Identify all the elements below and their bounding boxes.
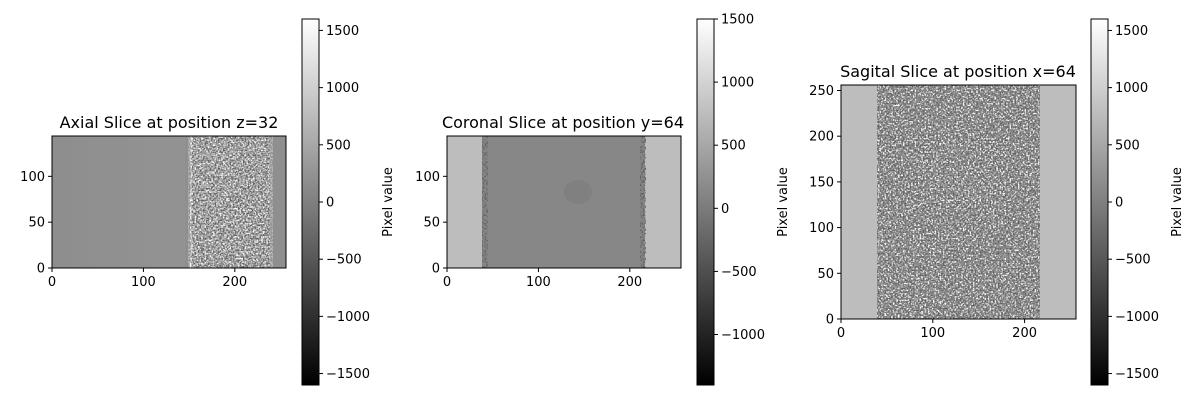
coronal-panel: Coronal Slice at position y=64 0 100 200 0… — [415, 113, 684, 290]
x-tick-label: 200 — [222, 275, 247, 290]
axial-y-axis: 0 50 100 — [20, 170, 52, 277]
sagital-frame — [840, 84, 1077, 320]
colorbar-tick-label: −1500 — [1115, 367, 1159, 382]
colorbar-tick-label: 500 — [1115, 138, 1140, 153]
colorbar-tick-label: −500 — [1115, 253, 1151, 268]
sagital-colorbar: 1500 1000 500 0 −500 −1000 −1500 Pixel value — [1090, 18, 1185, 386]
axial-colorbar-gradient — [301, 18, 320, 386]
sagital-image — [841, 85, 1076, 319]
colorbar-tick-label: 1500 — [326, 24, 359, 39]
sagital-title: Sagital Slice at position x=64 — [840, 62, 1076, 81]
sagital-panel: Sagital Slice at position x=64 0 100 200 0… — [809, 62, 1077, 341]
y-tick-label: 100 — [20, 170, 45, 185]
sagital-y-axis: 0 50 100 150 200 250 — [809, 84, 841, 328]
colorbar-tick-label: 1500 — [1115, 24, 1148, 39]
colorbar-tick-label: 500 — [326, 138, 351, 153]
x-tick-label: 100 — [526, 275, 551, 290]
colorbar-tick-label: 0 — [721, 202, 729, 217]
colorbar-tick-label: 500 — [721, 139, 746, 154]
sagital-x-axis: 0 100 200 — [837, 319, 1037, 341]
axial-colorbar-ticks: 1500 1000 500 0 −500 −1000 −1500 — [319, 24, 370, 382]
coronal-colorbar-gradient — [696, 18, 715, 386]
x-tick-label: 200 — [1012, 326, 1037, 341]
y-tick-label: 200 — [809, 130, 834, 145]
y-tick-label: 100 — [809, 221, 834, 236]
y-tick-label: 150 — [809, 175, 834, 190]
x-tick-label: 200 — [617, 275, 642, 290]
colorbar-tick-label: −1000 — [326, 310, 370, 325]
axial-image — [52, 136, 286, 268]
sagital-colorbar-ticks: 1500 1000 500 0 −500 −1000 −1500 — [1108, 24, 1159, 382]
x-tick-label: 0 — [443, 275, 451, 290]
colorbar-tick-label: −1000 — [721, 328, 765, 343]
axial-panel: Axial Slice at position z=32 0 100 200 0 50… — [20, 113, 287, 290]
y-tick-label: 50 — [423, 216, 440, 231]
sagital-colorbar-label: Pixel value — [1170, 167, 1185, 237]
coronal-y-axis: 0 50 100 — [415, 170, 447, 277]
colorbar-tick-label: −1000 — [1115, 310, 1159, 325]
y-tick-label: 50 — [28, 216, 45, 231]
colorbar-tick-label: −500 — [326, 253, 362, 268]
sagital-colorbar-gradient — [1090, 18, 1109, 386]
axial-x-axis: 0 100 200 — [48, 268, 247, 290]
x-tick-label: 100 — [131, 275, 156, 290]
colorbar-tick-label: 1000 — [1115, 81, 1148, 96]
x-tick-label: 0 — [837, 326, 845, 341]
colorbar-tick-label: 1000 — [326, 81, 359, 96]
x-tick-label: 0 — [48, 275, 56, 290]
y-tick-label: 0 — [37, 262, 45, 277]
y-tick-label: 0 — [826, 313, 834, 328]
colorbar-tick-label: 0 — [1115, 196, 1123, 211]
axial-title: Axial Slice at position z=32 — [60, 113, 279, 132]
y-tick-label: 250 — [809, 84, 834, 99]
y-tick-label: 50 — [817, 267, 834, 282]
axial-frame — [51, 135, 287, 269]
coronal-colorbar-label: Pixel value — [776, 167, 791, 237]
coronal-colorbar-ticks: 1500 1000 500 0 −500 −1000 — [714, 13, 765, 343]
x-tick-label: 100 — [920, 326, 945, 341]
y-tick-label: 0 — [432, 262, 440, 277]
coronal-image — [447, 136, 681, 268]
coronal-x-axis: 0 100 200 — [443, 268, 642, 290]
colorbar-tick-label: 0 — [326, 196, 334, 211]
colorbar-tick-label: −500 — [721, 265, 757, 280]
axial-colorbar: 1500 1000 500 0 −500 −1000 −1500 Pixel value — [301, 18, 396, 386]
coronal-title: Coronal Slice at position y=64 — [442, 113, 684, 132]
colorbar-tick-label: 1000 — [721, 76, 754, 91]
axial-colorbar-label: Pixel value — [381, 167, 396, 237]
y-tick-label: 100 — [415, 170, 440, 185]
colorbar-tick-label: 1500 — [721, 13, 754, 28]
colorbar-tick-label: −1500 — [326, 367, 370, 382]
coronal-colorbar: 1500 1000 500 0 −500 −1000 Pixel value — [696, 13, 791, 386]
coronal-frame — [446, 135, 682, 269]
